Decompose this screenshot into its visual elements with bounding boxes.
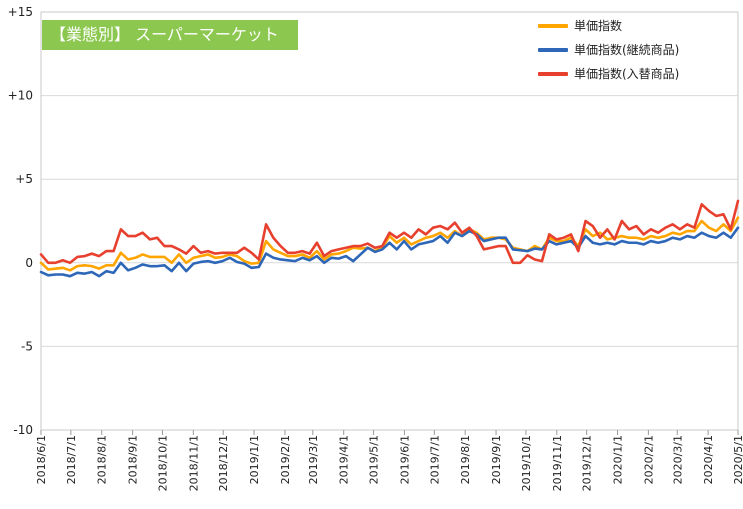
x-tick-label-8: 2019/2/1 [279, 435, 292, 484]
legend-label-series-1: 単価指数 [574, 19, 623, 33]
x-tick-label-21: 2020/3/1 [671, 435, 684, 484]
y-tick-label-2: +5 [15, 172, 33, 186]
x-tick-label-15: 2019/9/1 [490, 435, 503, 484]
series-line-3 [39, 199, 740, 265]
x-tick-label-6: 2018/12/1 [217, 435, 230, 491]
y-tick-label-1: +10 [8, 89, 33, 103]
grid-layer [41, 11, 738, 431]
x-tick-label-23: 2020/5/1 [732, 435, 743, 484]
x-tick-label-16: 2019/10/1 [520, 435, 533, 491]
axis-layer [40, 11, 739, 435]
legend-label-series-2: 単価指数(継続商品) [574, 43, 680, 57]
x-tick-label-1: 2018/7/1 [65, 435, 78, 484]
y-tick-label-4: -5 [21, 339, 33, 353]
x-tick-label-0: 2018/6/1 [35, 435, 48, 484]
legend-swatch-series-2 [538, 48, 568, 52]
x-tick-label-2: 2018/8/1 [96, 435, 109, 484]
x-tick-label-4: 2018/10/1 [156, 435, 169, 491]
legend-label-series-3: 単価指数(入替商品) [574, 67, 680, 81]
x-tick-label-5: 2018/11/1 [187, 435, 200, 491]
plot-area-border [40, 11, 739, 431]
x-tick-label-9: 2019/3/1 [307, 435, 320, 484]
x-tick-label-22: 2020/4/1 [702, 435, 715, 484]
x-tick-label-19: 2020/1/1 [612, 435, 625, 484]
series-line-1 [39, 216, 740, 272]
x-tick-label-12: 2019/6/1 [398, 435, 411, 484]
x-tick-label-11: 2019/5/1 [368, 435, 381, 484]
x-tick-label-7: 2019/1/1 [248, 435, 261, 484]
y-tick-label-5: -10 [13, 423, 33, 437]
x-tick-label-13: 2019/7/1 [428, 435, 441, 484]
legend-item-series-2: 単価指数(継続商品) [538, 38, 679, 62]
y-tick-label-0: +15 [8, 5, 33, 19]
legend-item-series-1: 単価指数 [538, 14, 679, 38]
series-layer [39, 199, 740, 278]
legend-item-series-3: 単価指数(入替商品) [538, 62, 679, 86]
legend-swatch-series-3 [538, 72, 568, 76]
x-tick-label-10: 2019/4/1 [338, 435, 351, 484]
chart-legend: 単価指数 単価指数(継続商品) 単価指数(入替商品) [538, 14, 679, 86]
y-tick-label-3: 0 [25, 256, 33, 270]
x-tick-label-17: 2019/11/1 [551, 435, 564, 491]
series-line-2 [39, 226, 740, 278]
chart-title: 【業態別】 スーパーマーケット [42, 20, 298, 50]
x-tick-label-14: 2019/8/1 [459, 435, 472, 484]
legend-swatch-series-1 [538, 24, 568, 28]
x-tick-label-18: 2019/12/1 [581, 435, 594, 491]
x-tick-label-20: 2020/2/1 [642, 435, 655, 484]
x-tick-label-3: 2018/9/1 [127, 435, 140, 484]
